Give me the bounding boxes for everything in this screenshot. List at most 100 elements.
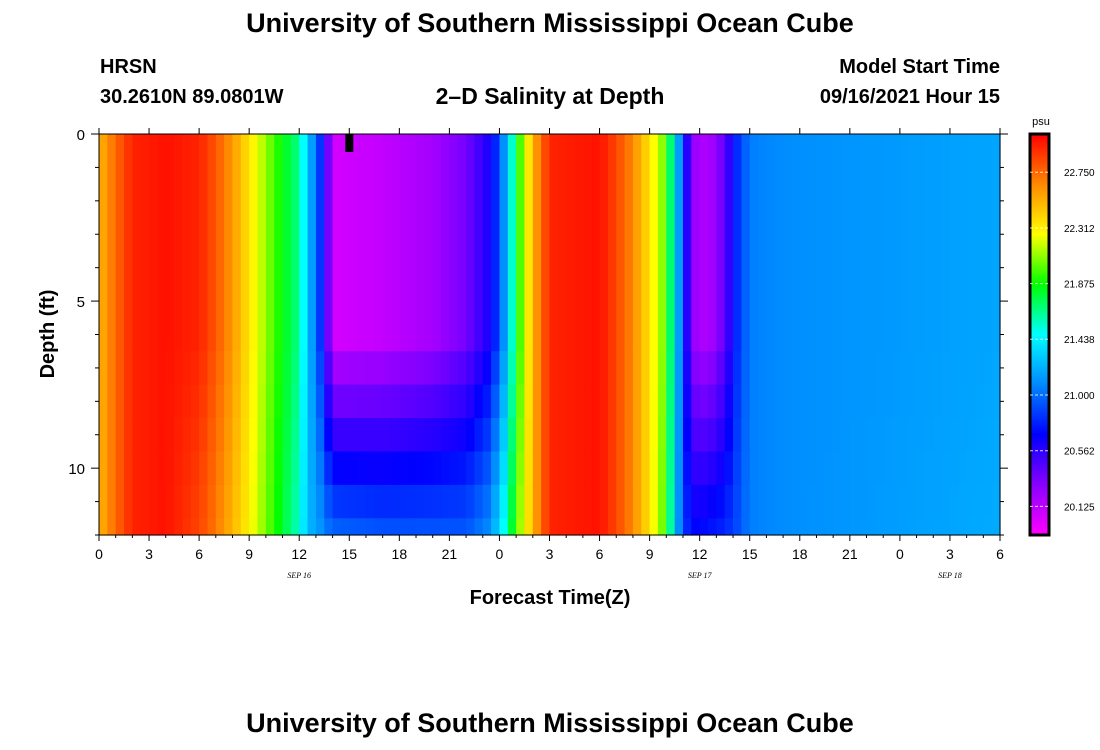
heatmap-cell xyxy=(966,134,976,352)
heatmap-cell xyxy=(849,484,859,519)
heatmap-cell xyxy=(549,384,559,419)
heatmap-cell xyxy=(157,418,167,453)
heatmap-cell xyxy=(215,451,225,486)
heatmap-cell xyxy=(808,351,818,386)
heatmap-cell xyxy=(657,351,667,386)
heatmap-cell xyxy=(833,418,843,453)
heatmap-cell xyxy=(365,134,375,352)
heatmap-cell xyxy=(582,518,592,536)
heatmap-cell xyxy=(791,451,801,486)
heatmap-cell xyxy=(416,418,425,453)
heatmap-cell xyxy=(424,518,434,536)
heatmap-cell xyxy=(799,134,809,352)
heatmap-cell xyxy=(349,384,359,419)
heatmap-cell xyxy=(741,384,751,419)
heatmap-cell xyxy=(974,134,984,352)
heatmap-cell xyxy=(149,134,158,352)
colorbar-tick-label: 20.562 xyxy=(1064,447,1095,458)
heatmap-cell xyxy=(382,418,392,453)
heatmap-cell xyxy=(849,351,859,386)
heatmap-cell xyxy=(566,384,576,419)
heatmap-cell xyxy=(307,384,317,419)
x-date-label: SEP 18 xyxy=(938,571,962,580)
heatmap-cell xyxy=(257,484,267,519)
heatmap-cell xyxy=(324,134,334,352)
heatmap-cell xyxy=(249,384,259,419)
heatmap-cell xyxy=(507,384,517,419)
heatmap-cell xyxy=(332,518,342,536)
heatmap-cell xyxy=(507,484,517,519)
heatmap-cell xyxy=(833,134,843,352)
heatmap-cell xyxy=(132,384,142,419)
model-start-value: 09/16/2021 Hour 15 xyxy=(819,86,1000,108)
heatmap-cell xyxy=(382,351,392,386)
heatmap-cell xyxy=(349,484,359,519)
heatmap-cell xyxy=(933,418,943,453)
heatmap-cell xyxy=(849,418,859,453)
heatmap-cell xyxy=(407,351,417,386)
heatmap-cell xyxy=(466,518,476,536)
heatmap-cell xyxy=(474,134,484,352)
heatmap-cell xyxy=(449,418,459,453)
colorbar-tick-label: 20.125 xyxy=(1064,502,1095,513)
heatmap-cell xyxy=(833,451,843,486)
heatmap-cell xyxy=(149,518,158,536)
heatmap-cell xyxy=(641,351,651,386)
heatmap-cell xyxy=(290,134,300,352)
heatmap-cell xyxy=(866,384,876,419)
heatmap-cell xyxy=(841,384,851,419)
heatmap-cell xyxy=(574,518,584,536)
heatmap-cell xyxy=(724,384,734,419)
heatmap-cell xyxy=(841,134,851,352)
heatmap-cell xyxy=(466,418,476,453)
heatmap-cell xyxy=(833,484,843,519)
heatmap-cell xyxy=(557,518,567,536)
heatmap-cell xyxy=(190,418,200,453)
heatmap-cell xyxy=(215,518,225,536)
heatmap-cell xyxy=(507,518,517,536)
heatmap-cell xyxy=(833,518,843,536)
heatmap-cell xyxy=(257,384,267,419)
heatmap-cell xyxy=(607,518,617,536)
heatmap-cell xyxy=(432,418,442,453)
heatmap-cell xyxy=(257,518,267,536)
heatmap-cell xyxy=(407,451,417,486)
heatmap-cell xyxy=(466,351,476,386)
heatmap-cell xyxy=(607,384,617,419)
heatmap-cell xyxy=(557,451,567,486)
heatmap-cell xyxy=(516,484,526,519)
heatmap-cell xyxy=(257,451,267,486)
heatmap-cell xyxy=(599,484,609,519)
heatmap-cell xyxy=(232,484,242,519)
heatmap-cell xyxy=(99,484,108,519)
heatmap-cell xyxy=(866,418,876,453)
heatmap-cell xyxy=(357,384,367,419)
heatmap-cell xyxy=(933,134,943,352)
x-tick-label: 0 xyxy=(896,546,904,562)
heatmap-cell xyxy=(908,484,918,519)
heatmap-cell xyxy=(207,451,217,486)
heatmap-cell xyxy=(666,384,676,419)
heatmap-cell xyxy=(365,518,375,536)
heatmap-cell xyxy=(524,384,534,419)
heatmap-cell xyxy=(916,351,926,386)
heatmap-cell xyxy=(949,484,959,519)
heatmap-cell xyxy=(399,418,409,453)
heatmap-cell xyxy=(716,384,726,419)
heatmap-cell xyxy=(799,484,809,519)
heatmap-cell xyxy=(541,384,551,419)
heatmap-cell xyxy=(157,518,167,536)
heatmap-cell xyxy=(616,451,626,486)
heatmap-cell xyxy=(799,384,809,419)
heatmap-cell xyxy=(257,351,267,386)
heatmap-cell xyxy=(282,451,292,486)
heatmap-cell xyxy=(591,518,601,536)
colorbar-tick-label: 21.438 xyxy=(1064,335,1095,346)
heatmap-cell xyxy=(599,451,609,486)
heatmap-cell xyxy=(774,134,784,352)
heatmap-cell xyxy=(566,484,576,519)
heatmap-cell xyxy=(966,451,976,486)
heatmap-cell xyxy=(574,451,584,486)
heatmap-cell xyxy=(232,134,242,352)
heatmap-cell xyxy=(407,384,417,419)
